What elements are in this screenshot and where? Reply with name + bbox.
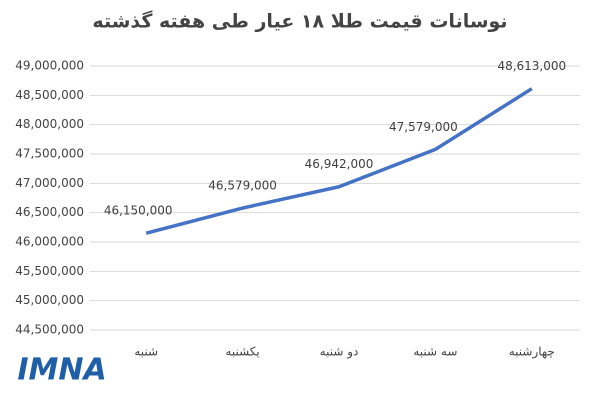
y-tick-label: 48,000,000 [15, 117, 84, 131]
y-tick-label: 46,000,000 [15, 235, 84, 249]
data-label: 46,150,000 [104, 204, 173, 218]
x-tick-label: یکشنبه [225, 345, 259, 359]
y-tick-label: 44,500,000 [15, 323, 84, 337]
line [145, 87, 533, 235]
y-tick-label: 47,000,000 [15, 176, 84, 190]
chart-title: نوسانات قیمت طلا ۱۸ عیار طی هفته گذشته [92, 10, 507, 33]
y-tick-label: 48,500,000 [15, 88, 84, 102]
x-tick-label: چهارشنبه [509, 345, 555, 360]
data-label: 47,579,000 [389, 120, 458, 134]
x-tick-label: دو شنبه [320, 345, 359, 360]
y-tick-label: 47,500,000 [15, 147, 84, 161]
y-tick-label: 45,500,000 [15, 264, 84, 278]
x-tick-label: سه شنبه [413, 345, 457, 359]
y-tick-label: 46,500,000 [15, 205, 84, 219]
data-label: 46,942,000 [305, 157, 374, 171]
y-tick-label: 45,000,000 [15, 293, 84, 307]
x-tick-label: شنبه [134, 345, 158, 359]
data-label: 46,579,000 [208, 179, 277, 193]
logo: IMNA [17, 353, 106, 388]
data-label: 48,613,000 [497, 59, 566, 73]
y-tick-label: 49,000,000 [15, 59, 84, 73]
